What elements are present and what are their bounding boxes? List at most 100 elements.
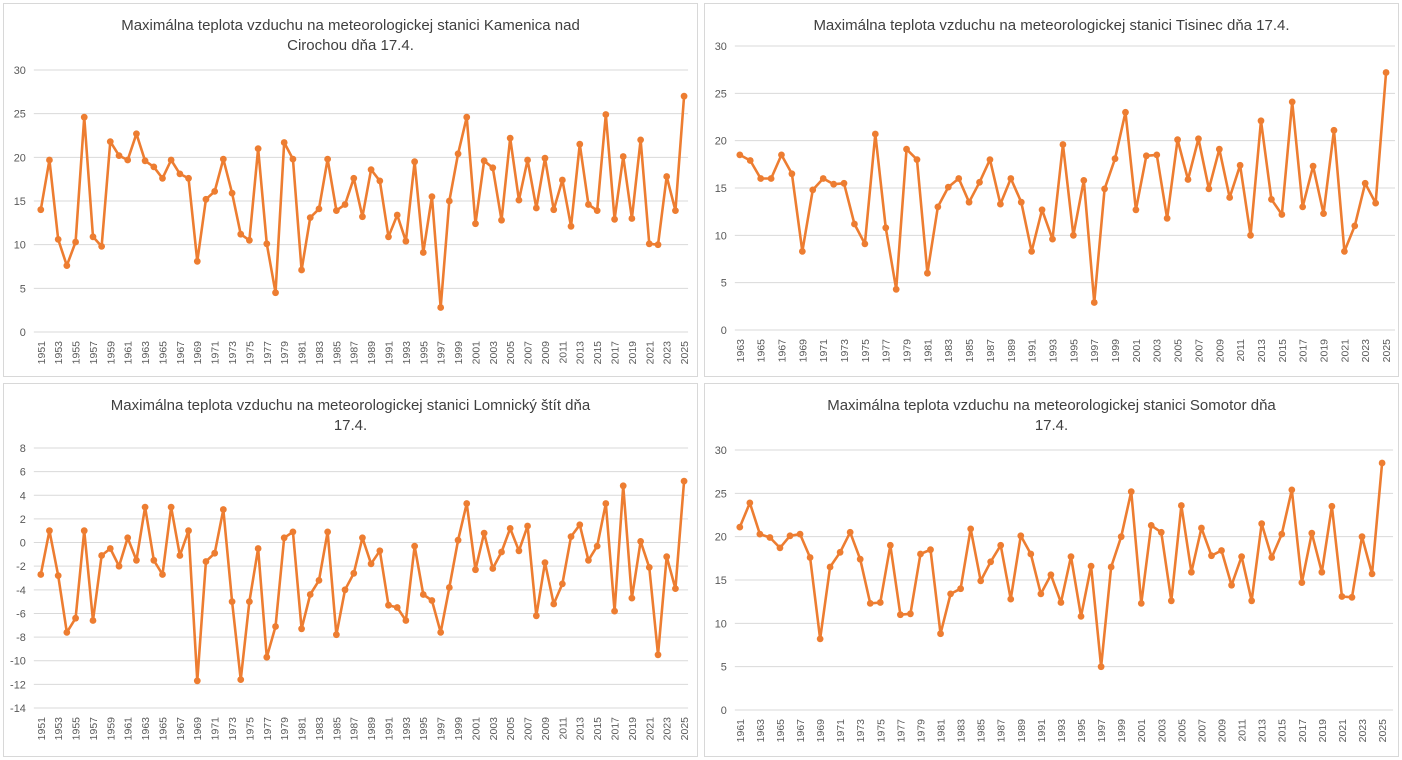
data-point-marker xyxy=(367,166,375,174)
data-point-marker xyxy=(806,554,814,561)
data-point-marker xyxy=(37,206,45,214)
data-point-marker xyxy=(1278,530,1286,538)
data-point-marker xyxy=(402,617,410,624)
data-point-marker xyxy=(637,538,645,545)
data-point-marker xyxy=(1288,98,1296,106)
x-tick-label: 1999 xyxy=(1117,719,1128,743)
x-tick-label: 1991 xyxy=(1037,719,1048,743)
y-tick-label: 15 xyxy=(715,575,727,587)
x-tick-label: 1973 xyxy=(228,717,239,741)
x-tick-label: 1983 xyxy=(315,341,326,365)
x-tick-label: 1985 xyxy=(977,719,988,743)
data-point-marker xyxy=(1318,568,1326,576)
data-point-marker xyxy=(1157,528,1165,536)
data-point-marker xyxy=(1205,185,1213,193)
x-tick-label: 1991 xyxy=(385,717,396,741)
data-point-marker xyxy=(1247,231,1254,239)
x-tick-label: 1995 xyxy=(419,341,430,365)
data-point-marker xyxy=(472,566,479,574)
data-point-marker xyxy=(1047,571,1055,579)
data-point-marker xyxy=(746,499,754,507)
x-tick-label: 2001 xyxy=(471,717,482,741)
x-tick-label: 1999 xyxy=(454,341,465,365)
data-point-marker xyxy=(376,547,384,555)
y-tick-label: 0 xyxy=(721,705,727,717)
chart-title-kamenica: Maximálna teplota vzduchu na meteorologi… xyxy=(121,17,580,55)
x-tick-label: 1959 xyxy=(106,341,117,365)
data-point-marker xyxy=(489,164,497,172)
data-point-marker xyxy=(359,534,366,542)
x-tick-label: 1983 xyxy=(944,339,955,363)
x-tick-label: 1983 xyxy=(957,719,968,743)
data-point-marker xyxy=(550,206,558,214)
data-point-marker xyxy=(1127,488,1135,495)
data-point-marker xyxy=(1215,145,1223,153)
data-point-marker xyxy=(541,559,549,566)
data-point-marker xyxy=(532,612,540,620)
y-tick-label: 10 xyxy=(14,240,26,252)
x-tick-label: 2013 xyxy=(1257,339,1268,363)
data-point-marker xyxy=(167,503,175,511)
x-tick-label: 2007 xyxy=(524,341,535,365)
x-tick-label: 1989 xyxy=(1007,339,1018,363)
y-tick-label: -8 xyxy=(16,632,26,644)
x-tick-label: 1985 xyxy=(332,341,343,365)
x-tick-label: 1971 xyxy=(819,339,830,363)
data-point-marker xyxy=(672,585,679,592)
data-point-marker xyxy=(219,155,227,163)
x-tick-label: 2025 xyxy=(680,717,691,741)
data-point-marker xyxy=(124,534,132,542)
data-point-marker xyxy=(1147,522,1155,529)
data-point-marker xyxy=(997,200,1004,208)
x-tick-label: 1953 xyxy=(54,717,65,741)
data-point-marker xyxy=(315,577,323,584)
x-tick-label: 1993 xyxy=(402,717,413,741)
data-point-marker xyxy=(1299,203,1307,211)
data-point-marker xyxy=(851,220,858,228)
y-tick-label: -14 xyxy=(10,703,26,715)
x-tick-label: 1971 xyxy=(211,717,222,741)
data-point-marker xyxy=(280,139,288,146)
data-point-marker xyxy=(237,230,245,238)
data-point-marker xyxy=(957,585,965,593)
data-point-marker xyxy=(736,151,744,159)
data-point-marker xyxy=(289,528,297,536)
data-point-marker xyxy=(913,156,921,164)
data-point-marker xyxy=(237,676,245,683)
x-tick-label: 2025 xyxy=(1378,719,1389,743)
y-tick-label: 8 xyxy=(20,443,26,455)
data-point-marker xyxy=(1080,177,1088,184)
data-point-marker xyxy=(645,564,653,571)
data-point-marker xyxy=(454,150,462,158)
x-tick-label: 2003 xyxy=(1153,339,1164,363)
data-point-marker xyxy=(1351,222,1359,230)
data-point-marker xyxy=(756,530,764,538)
data-point-marker xyxy=(1142,152,1150,160)
x-tick-label: 1999 xyxy=(454,717,465,741)
data-point-marker xyxy=(619,482,627,490)
data-point-marker xyxy=(937,630,944,638)
data-point-marker xyxy=(263,240,271,248)
data-point-marker xyxy=(202,195,210,203)
data-point-marker xyxy=(63,262,71,269)
y-tick-label: 10 xyxy=(715,618,727,630)
data-point-marker xyxy=(866,600,874,607)
x-tick-label: 2013 xyxy=(576,341,587,365)
x-tick-label: 1961 xyxy=(124,341,135,365)
data-point-marker xyxy=(846,528,854,536)
data-point-marker xyxy=(193,677,201,685)
data-point-marker xyxy=(1117,533,1125,541)
y-tick-label: 20 xyxy=(14,152,26,164)
data-point-marker xyxy=(498,548,505,556)
x-tick-label: 2017 xyxy=(1298,719,1309,743)
x-tick-label: 1979 xyxy=(280,341,291,365)
x-tick-label: 1963 xyxy=(141,717,152,741)
data-point-marker xyxy=(927,546,934,554)
data-point-marker xyxy=(1174,136,1181,144)
x-tick-label: 1963 xyxy=(736,339,747,363)
x-tick-label: 2023 xyxy=(663,341,674,365)
y-tick-label: 20 xyxy=(715,136,727,148)
data-point-marker xyxy=(159,571,166,578)
data-point-marker xyxy=(654,241,662,249)
